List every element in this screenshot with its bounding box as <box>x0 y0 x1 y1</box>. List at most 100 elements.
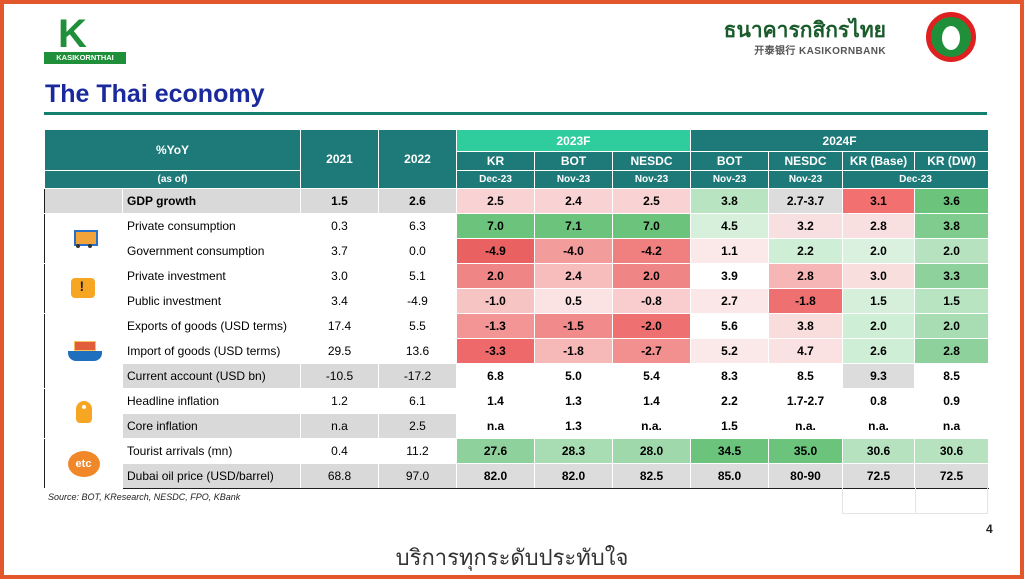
forecast-cell: 85.0 <box>690 463 770 489</box>
forecast-cell: 1.4 <box>456 388 535 414</box>
forecast-cell: 2.5 <box>456 188 535 214</box>
row-label: Public investment <box>122 288 301 314</box>
header-2024f: 2024F <box>690 129 990 152</box>
table-row: GDP growth 1.5 2.6 2.5 2.4 2.5 3.8 2.7-3.7 3.1 3.… <box>44 188 990 214</box>
forecast-cell: 72.5 <box>842 463 916 489</box>
forecast-cell: 2.7-3.7 <box>768 188 844 214</box>
col-date: Nov-23 <box>768 170 844 189</box>
forecast-cell: -2.7 <box>612 338 692 364</box>
empty-cells <box>842 488 988 514</box>
forecast-cell: 1.3 <box>534 413 613 439</box>
forecast-cell: 5.4 <box>612 363 692 389</box>
row-group-icon-cell <box>44 188 123 214</box>
table-row: Import of goods (USD terms) 29.5 13.6 -3.3-… <box>45 338 990 364</box>
price-tag-icon <box>68 399 100 425</box>
history-cell: 6.3 <box>378 213 457 239</box>
col-header: BOT <box>534 151 613 171</box>
history-cell: -4.9 <box>378 288 457 314</box>
shopping-cart-icon <box>68 224 100 250</box>
etc-icon: etc <box>67 450 100 477</box>
row-group-icon-cell <box>44 388 123 439</box>
header-2022: 2022 <box>378 129 457 189</box>
col-date: Nov-23 <box>534 170 613 189</box>
forecast-cell: n.a <box>914 413 990 439</box>
history-cell: -10.5 <box>300 363 379 389</box>
economy-table: %YoY 2021 2022 2023F 2024F KR BOT NESDC … <box>44 129 990 489</box>
forecast-cell: 2.0 <box>456 263 535 289</box>
history-cell: 68.8 <box>300 463 379 489</box>
footer-slogan: บริการทุกระดับประทับใจ <box>395 546 629 571</box>
forecast-cell: 5.2 <box>690 338 770 364</box>
forecast-cell: -2.0 <box>612 313 692 339</box>
forecast-cell: 2.2 <box>768 238 844 264</box>
row-label: Tourist arrivals (mn) <box>122 438 301 464</box>
forecast-cell: n.a. <box>842 413 916 439</box>
forecast-cell: 1.5 <box>842 288 916 314</box>
history-cell: 11.2 <box>378 438 457 464</box>
col-header: KR (DW) <box>914 151 990 171</box>
forecast-cell: 2.5 <box>612 188 692 214</box>
forecast-cell: 4.7 <box>768 338 844 364</box>
source-note: Source: BOT, KResearch, NESDC, FPO, KBan… <box>48 492 241 502</box>
forecast-cell: 0.9 <box>914 388 990 414</box>
forecast-cell: 2.4 <box>534 263 613 289</box>
forecast-cell: 8.5 <box>768 363 844 389</box>
label-header: %YoY <box>44 129 301 171</box>
row-label: Core inflation <box>122 413 301 439</box>
history-cell: 29.5 <box>300 338 379 364</box>
col-date: Nov-23 <box>690 170 770 189</box>
forecast-cell: 3.0 <box>842 263 916 289</box>
forecast-cell: -1.0 <box>456 288 535 314</box>
as-of-label: (as of) <box>44 170 301 189</box>
forecast-cell: 82.0 <box>534 463 613 489</box>
forecast-cell: 28.3 <box>534 438 613 464</box>
row-group-icon-cell <box>44 213 123 264</box>
history-cell: 0.0 <box>378 238 457 264</box>
history-cell: 1.5 <box>300 188 379 214</box>
forecast-cell: 9.3 <box>842 363 916 389</box>
history-cell: 17.4 <box>300 313 379 339</box>
forecast-cell: -1.3 <box>456 313 535 339</box>
forecast-cell: 2.0 <box>914 313 990 339</box>
forecast-cell: 6.8 <box>456 363 535 389</box>
history-cell: 0.3 <box>300 213 379 239</box>
forecast-cell: 72.5 <box>914 463 990 489</box>
row-group-icon-cell: etc <box>44 438 123 489</box>
forecast-cell: 3.6 <box>914 188 990 214</box>
forecast-cell: 2.2 <box>690 388 770 414</box>
forecast-cell: 1.5 <box>914 288 990 314</box>
forecast-cell: 1.1 <box>690 238 770 264</box>
row-label: Headline inflation <box>122 388 301 414</box>
table-row: Core inflation n.a 2.5 n.a 1.3 n.a. 1.5 n.a. n.a… <box>45 413 990 439</box>
col-date: Nov-23 <box>611 170 692 189</box>
table-row: Current account (USD bn) -10.5 -17.2 6.8 5.0… <box>45 363 990 389</box>
table-row: Private investment3.05.12.02.42.03.92.83… <box>44 263 990 314</box>
history-cell: 2.6 <box>378 188 457 214</box>
kasikornbank-logo: ธนาคารกสิกรไทย 开泰银行 KASIKORNBANK <box>716 12 996 62</box>
forecast-cell: 27.6 <box>456 438 535 464</box>
history-cell: 6.1 <box>378 388 457 414</box>
forecast-cell: 1.3 <box>534 388 613 414</box>
forecast-cell: 8.5 <box>914 363 990 389</box>
forecast-cell: -0.8 <box>612 288 692 314</box>
row-label: Dubai oil price (USD/barrel) <box>122 463 301 489</box>
row-group-icon-cell <box>44 263 123 314</box>
kasikornthai-logo: K KASIKORNTHAI <box>44 12 126 64</box>
row-label: Exports of goods (USD terms) <box>122 313 301 339</box>
forecast-cell: 30.6 <box>842 438 916 464</box>
row-label: GDP growth <box>122 188 301 214</box>
row-group-icon-cell <box>44 313 123 389</box>
forecast-cell: 7.0 <box>456 213 535 239</box>
forecast-cell: 7.0 <box>612 213 692 239</box>
history-cell: 1.2 <box>300 388 379 414</box>
forecast-cell: 2.4 <box>534 188 613 214</box>
history-cell: 3.7 <box>300 238 379 264</box>
forecast-cell: 5.0 <box>534 363 613 389</box>
history-cell: 5.5 <box>378 313 457 339</box>
k-logo-icon: K <box>58 12 87 56</box>
col-header: NESDC <box>611 151 692 171</box>
col-header: NESDC <box>768 151 844 171</box>
row-label: Current account (USD bn) <box>122 363 301 389</box>
col-header: BOT <box>690 151 770 171</box>
